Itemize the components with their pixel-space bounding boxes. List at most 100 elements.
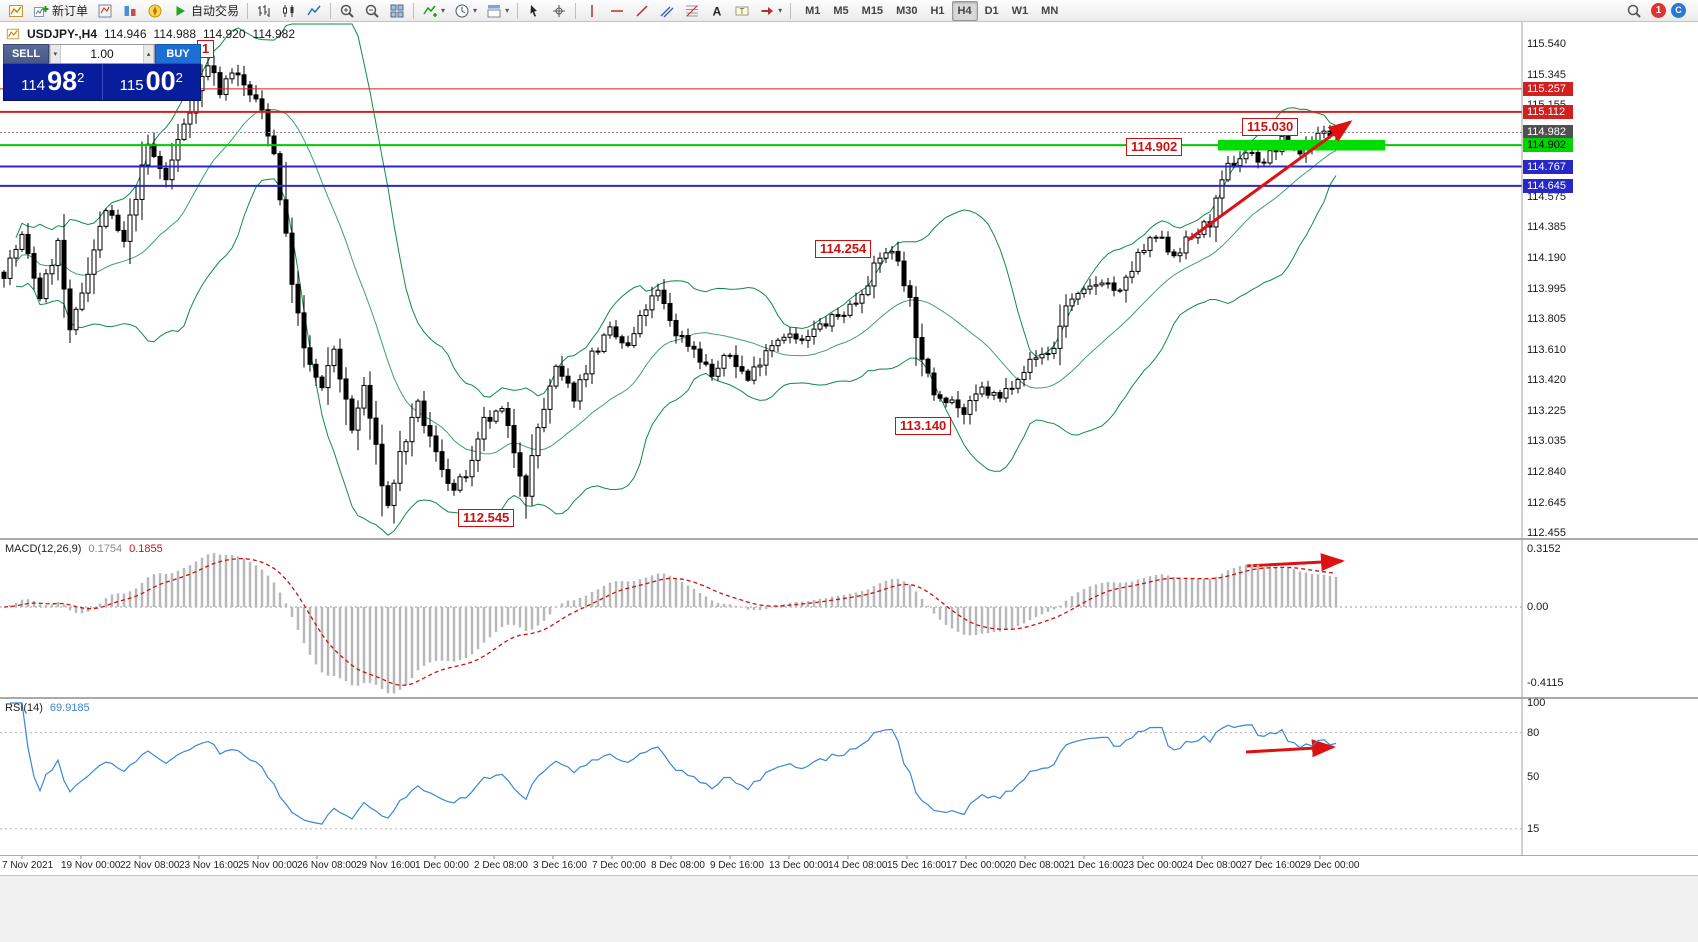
symbol-info: USDJPY-,H4 114.946 114.988 114.920 114.9… <box>6 27 295 41</box>
rsi-value: 69.9185 <box>49 702 90 714</box>
timeframe-w1-button[interactable]: W1 <box>1006 1 1035 21</box>
price-level-badge: 115.257 <box>1523 81 1573 96</box>
toolbar-button-label: 自动交易 <box>191 4 240 18</box>
price-annotation[interactable]: 113.140 <box>895 417 952 435</box>
price-annotation[interactable]: 114.902 <box>1126 138 1183 156</box>
main-chart-region[interactable] <box>0 22 1522 538</box>
price-divider <box>101 64 103 100</box>
macd-axis-label: 0.00 <box>1527 601 1549 613</box>
time-axis-label: 17 Dec 00:00 <box>946 860 1006 871</box>
macd-panel-region[interactable] <box>0 540 1522 697</box>
arrows-button[interactable]: ▾ <box>755 1 786 21</box>
time-axis-label: 26 Nov 08:00 <box>297 860 357 871</box>
time-axis-label: 29 Nov 16:00 <box>356 860 416 871</box>
buy-button[interactable]: BUY <box>155 44 201 64</box>
ask-pip: 2 <box>175 70 183 85</box>
rsi-indicator-label: RSI(14) 69.9185 <box>5 702 90 714</box>
time-axis-label: 25 Nov 00:00 <box>238 860 298 871</box>
rsi-panel-region[interactable] <box>0 699 1522 853</box>
line-chart-button[interactable] <box>302 1 326 21</box>
indicator-list-button[interactable] <box>93 1 117 21</box>
timeframe-mn-button[interactable]: MN <box>1035 1 1064 21</box>
tile-windows-button[interactable] <box>385 1 409 21</box>
time-axis-label: 3 Dec 16:00 <box>533 860 587 871</box>
svg-text:A: A <box>713 4 722 18</box>
candlestick-chart-button[interactable] <box>277 1 301 21</box>
equidistant-channel-button[interactable] <box>655 1 679 21</box>
indicators-add-button[interactable]: ▾ <box>418 1 449 21</box>
timeframe-m15-button[interactable]: M15 <box>856 1 889 21</box>
rsi-title: RSI(14) <box>5 702 43 714</box>
autotrading-button[interactable]: 自动交易 <box>168 1 243 21</box>
time-axis-label: 22 Nov 08:00 <box>120 860 180 871</box>
cursor-icon <box>526 3 542 19</box>
time-axis-label: 21 Dec 16:00 <box>1064 860 1124 871</box>
crosshair-button[interactable] <box>547 1 571 21</box>
rsi-axis-label: 50 <box>1527 771 1540 783</box>
chart-window-icon <box>8 3 24 19</box>
templates-button[interactable]: ▾ <box>482 1 513 21</box>
navigator-button[interactable] <box>143 1 167 21</box>
time-axis-label: 9 Dec 16:00 <box>710 860 764 871</box>
equidistant-channel-icon <box>659 3 675 19</box>
indicators-add-icon <box>422 3 438 19</box>
time-axis-label: 2 Dec 08:00 <box>474 860 528 871</box>
timeframe-m30-button[interactable]: M30 <box>890 1 923 21</box>
sell-button[interactable]: SELL <box>3 44 49 64</box>
toolbar-separator <box>330 2 332 19</box>
volume-increase-button[interactable]: ▴ <box>143 45 155 63</box>
price-axis-label: 114.575 <box>1527 190 1566 203</box>
depth-of-market-icon <box>122 3 138 19</box>
volume-input[interactable] <box>60 45 144 63</box>
navigator-icon <box>147 3 163 19</box>
horizontal-line-button[interactable] <box>605 1 629 21</box>
zoom-out-button[interactable] <box>360 1 384 21</box>
fibonacci-button[interactable] <box>680 1 704 21</box>
volume-decrease-button[interactable]: ▾ <box>50 45 61 63</box>
trendline-button[interactable] <box>630 1 654 21</box>
ask-price[interactable]: 115 00 2 <box>103 64 201 100</box>
price-annotation[interactable]: 112.545 <box>458 509 515 527</box>
vertical-line-button[interactable] <box>580 1 604 21</box>
timeframe-d1-button[interactable]: D1 <box>979 1 1005 21</box>
ask-prefix: 115 <box>119 77 144 94</box>
time-axis-label: 7 Dec 00:00 <box>592 860 646 871</box>
macd-axis-label: 0.3152 <box>1527 542 1561 555</box>
community-icon[interactable]: C <box>1671 3 1686 18</box>
rsi-axis-label: 80 <box>1527 726 1540 739</box>
new-order-icon <box>33 3 49 19</box>
bid-price[interactable]: 114 98 2 <box>4 64 102 100</box>
text-label-button[interactable]: T <box>730 1 754 21</box>
time-axis-label: 23 Dec 00:00 <box>1123 860 1183 871</box>
price-axis-label: 115.540 <box>1527 38 1566 50</box>
price-annotation[interactable]: 115.030 <box>1242 118 1299 136</box>
text-button[interactable]: A <box>705 1 729 21</box>
templates-icon <box>486 3 502 19</box>
time-axis-label: 13 Dec 00:00 <box>769 860 829 871</box>
svg-text:T: T <box>740 7 745 16</box>
price-level-badge: 114.902 <box>1523 138 1573 153</box>
new-order-button[interactable]: 新订单 <box>29 1 92 21</box>
bid-pip: 2 <box>77 70 85 85</box>
bar-chart-button[interactable] <box>252 1 276 21</box>
crosshair-icon <box>551 3 567 19</box>
text-label-icon: T <box>734 3 750 19</box>
cursor-button[interactable] <box>522 1 546 21</box>
trendline-icon <box>634 3 650 19</box>
timeframe-m5-button[interactable]: M5 <box>827 1 854 21</box>
search-button[interactable] <box>1622 1 1646 21</box>
notification-badge[interactable]: 1 <box>1651 3 1666 18</box>
timeframe-m1-button[interactable]: M1 <box>799 1 826 21</box>
timeframe-h1-button[interactable]: H1 <box>924 1 950 21</box>
symbol-name: USDJPY-,H4 <box>27 27 98 41</box>
depth-of-market-button[interactable] <box>118 1 142 21</box>
price-axis-label: 115.345 <box>1527 68 1566 81</box>
price-annotation[interactable]: 114.254 <box>815 240 872 258</box>
timeframe-h4-button[interactable]: H4 <box>951 0 978 21</box>
chart-window-button[interactable] <box>4 1 28 21</box>
bar-chart-icon <box>256 3 272 19</box>
periods-button[interactable]: ▾ <box>450 1 481 21</box>
zoom-in-button[interactable] <box>335 1 359 21</box>
price-axis-label: 113.035 <box>1527 435 1566 448</box>
